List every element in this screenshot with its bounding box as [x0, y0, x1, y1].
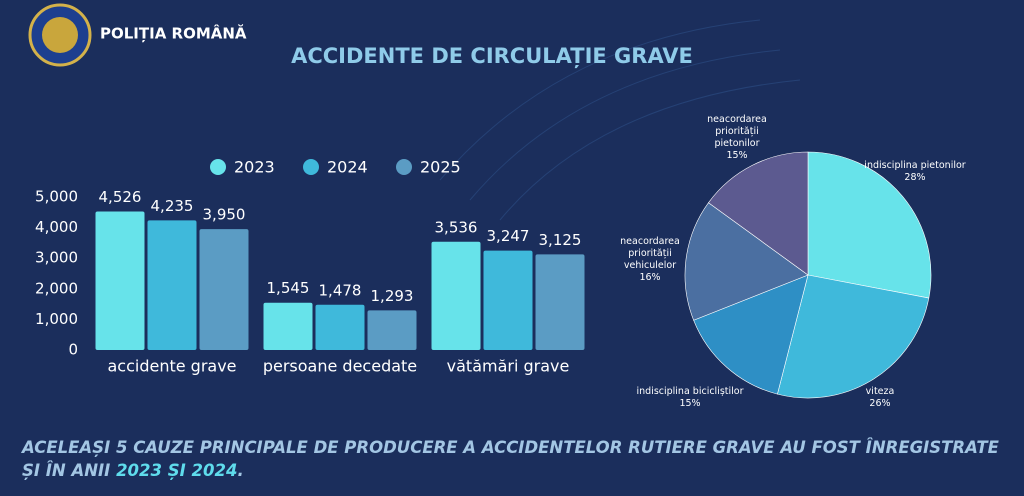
y-tick-label: 2,000: [35, 279, 78, 297]
pie-label-value: 15%: [679, 398, 701, 409]
footer-end: .: [237, 461, 244, 480]
page-title: ACCIDENTE DE CIRCULAȚIE GRAVE: [291, 44, 693, 69]
pie-label: indisciplina bicicliștilor 15%: [636, 386, 743, 410]
pie-label: neacordarea priorității vehiculelor 16%: [610, 236, 690, 284]
legend-swatch: [396, 159, 412, 175]
pie-slice: [777, 274, 930, 399]
bar: [535, 254, 585, 350]
bar: [431, 241, 481, 350]
pie-label-value: 15%: [726, 150, 748, 161]
decor-arcs: [439, 19, 801, 221]
legend-swatch: [210, 159, 226, 175]
pie-label-name: indisciplina pietonilor: [864, 160, 966, 171]
y-tick-label: 5,000: [35, 188, 78, 206]
x-tick-label: accidente grave: [107, 357, 236, 376]
pie-slice: [807, 151, 932, 299]
pie-label: indisciplina pietonilor 28%: [864, 160, 965, 184]
legend-swatch: [303, 159, 319, 175]
value-label: 1,478: [319, 281, 362, 299]
value-label: 4,526: [99, 188, 142, 206]
pie-label-value: 26%: [869, 398, 891, 409]
value-label: 1,545: [267, 279, 310, 297]
value-label: 3,536: [435, 218, 478, 236]
pie-label-value: 16%: [639, 272, 661, 283]
pie-slice: [684, 202, 809, 321]
pie-slice: [693, 274, 809, 395]
value-label: 4,235: [151, 197, 194, 215]
legend-label: 2024: [327, 158, 368, 177]
value-label: 3,247: [487, 227, 530, 245]
pie-label-name: neacordarea priorității vehiculelor: [620, 236, 680, 271]
y-tick-label: 1,000: [35, 310, 78, 328]
footer-highlight: 2023 ȘI 2024: [116, 461, 238, 480]
footer-note: ACELEAȘI 5 CAUZE PRINCIPALE DE PRODUCERE…: [22, 436, 1007, 482]
y-tick-label: 0: [68, 341, 78, 359]
x-tick-label: vătămări grave: [447, 357, 570, 376]
brand: POLIȚIA ROMÂNĂ: [100, 24, 247, 43]
bar: [263, 302, 313, 350]
pie-label-name: neacordarea priorității pietonilor: [707, 114, 767, 149]
legend-label: 2023: [234, 158, 275, 177]
value-label: 3,125: [539, 231, 582, 249]
logo-emblem: [42, 17, 78, 53]
bar: [315, 304, 365, 350]
pie-label-name: indisciplina bicicliștilor: [636, 386, 744, 397]
bar: [147, 220, 197, 350]
pie-label: neacordarea priorității pietonilor 15%: [697, 114, 777, 162]
footer-text: ACELEAȘI 5 CAUZE PRINCIPALE DE PRODUCERE…: [22, 438, 999, 480]
bar: [95, 211, 145, 350]
legend-label: 2025: [420, 158, 461, 177]
bar: [367, 310, 417, 350]
pie-slice: [708, 151, 809, 276]
x-tick-label: persoane decedate: [263, 357, 417, 376]
pie-label: viteza 26%: [866, 386, 895, 410]
bar: [483, 250, 533, 350]
pie-label-value: 28%: [904, 172, 926, 183]
pie-label-name: viteza: [865, 386, 895, 397]
y-tick-label: 4,000: [35, 218, 78, 236]
value-label: 3,950: [203, 206, 246, 224]
y-tick-label: 3,000: [35, 249, 78, 267]
bar: [199, 229, 249, 350]
value-label: 1,293: [371, 287, 414, 305]
